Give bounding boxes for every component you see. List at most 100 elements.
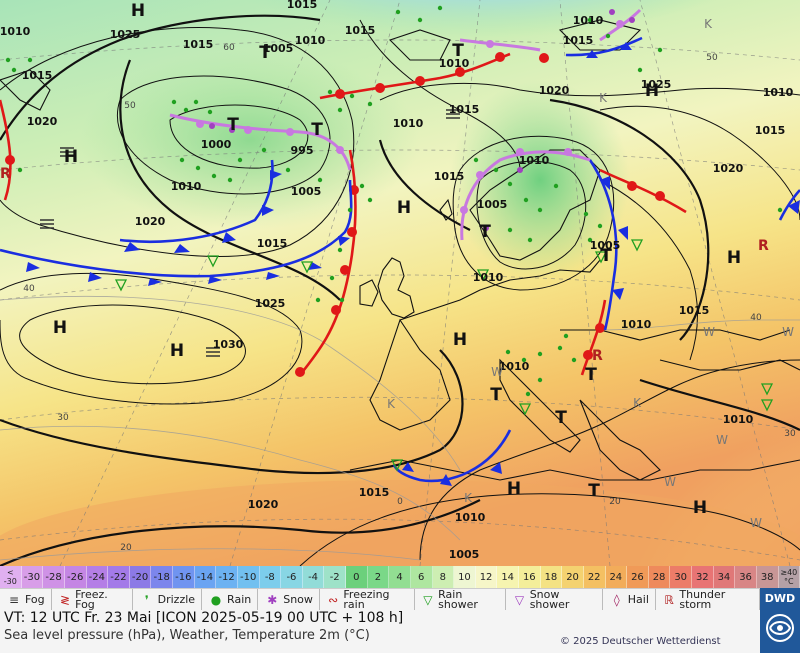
temperature-scale-cell: 24: [605, 566, 628, 588]
temperature-scale-cell: -2: [324, 566, 346, 588]
temperature-scale-cell: 22: [583, 566, 606, 588]
warm-front-bumps: [5, 52, 665, 377]
legend-item-fog: ≡ Fog: [0, 589, 52, 611]
temperature-scale-cell: 34: [713, 566, 736, 588]
isobar-label: 1010: [171, 180, 202, 193]
isobar-label: 1015: [449, 103, 480, 116]
freezing-rain-icon: ∾: [328, 593, 339, 607]
coastlines: [0, 19, 800, 481]
temperature-scale-cell: 10: [454, 566, 476, 588]
fog-symbols: [40, 109, 460, 357]
isotherm-label: 40: [750, 313, 762, 323]
isobar-label: 1015: [679, 304, 710, 317]
isobar-label: 1010: [723, 413, 754, 426]
isobar-label: 1020: [248, 498, 279, 511]
isobar-label: 1010: [573, 14, 604, 27]
isobar-label: 1020: [713, 162, 744, 175]
temperature-scale-cell: -8: [259, 566, 282, 588]
temperature-scale-cell: ≥40 °C: [778, 566, 800, 588]
rain-shower-symbols: [114, 239, 774, 472]
low-pressure-label: T: [588, 481, 600, 501]
isobar-label: 1000: [201, 138, 232, 151]
legend-item-rain-shower: ▽ Rain shower: [415, 589, 507, 611]
warm-air-south: [0, 480, 800, 566]
isobar-label: 1005: [449, 548, 480, 561]
dwd-logo: DWD: [760, 588, 800, 653]
temperature-scale-cell: -30: [21, 566, 44, 588]
legend-label: Snow: [283, 593, 313, 606]
graticule: [0, 0, 800, 566]
cold-air-atlantic: [80, 50, 420, 230]
thermal-label: K: [704, 17, 713, 31]
rain-icon: ●: [210, 593, 222, 607]
isobar-label: 1005: [590, 239, 621, 252]
cold-fronts: [0, 36, 800, 483]
temperature-scale-cell: -28: [43, 566, 65, 588]
temperature-scale-cell: 4: [389, 566, 411, 588]
temperature-scale-cell: -24: [86, 566, 109, 588]
legend-label: Thunder storm: [679, 588, 726, 611]
isotherms: [0, 296, 800, 561]
isobar-label: 1010: [473, 271, 504, 284]
isobar-label: 1005: [477, 198, 508, 211]
temperature-scale-cell: 30: [670, 566, 692, 588]
low-pressure-label: T: [479, 222, 491, 242]
temperature-scale-cell: -10: [237, 566, 260, 588]
isobar-label: 1010: [519, 154, 550, 167]
isobar-label: 1025: [110, 28, 141, 41]
legend-item-freezing-rain: ∾ Freezing rain: [320, 589, 415, 611]
low-pressure-label: T: [259, 43, 271, 63]
low-pressure-label: T: [555, 408, 567, 428]
temperature-scale-cell: 6: [410, 566, 433, 588]
high-pressure-label: H: [131, 1, 145, 21]
isobar-label: 1010: [393, 117, 424, 130]
svg-text:R: R: [592, 348, 603, 364]
cold-front-triangles: [26, 42, 800, 486]
isobar-label: 1010: [621, 318, 652, 331]
legend-label: Drizzle: [157, 593, 196, 606]
thermal-label: K: [633, 396, 642, 410]
isotherm-label: 0: [397, 497, 403, 507]
high-pressure-label: H: [453, 330, 467, 350]
isobar-label: 1015: [563, 34, 594, 47]
isobar-label: 1010: [499, 360, 530, 373]
isobar-label: 1030: [213, 338, 244, 351]
thermal-label: K: [464, 491, 473, 505]
legend-label: Freez. Fog: [75, 588, 108, 611]
snow-icon: ✱: [267, 593, 278, 607]
low-pressure-label: T: [227, 115, 239, 135]
thermal-label: W: [703, 325, 715, 339]
low-pressure-label: T: [600, 246, 612, 266]
temperature-scale-cell: -22: [108, 566, 130, 588]
drizzle-icon: ❜: [144, 593, 149, 607]
temperature-scale-cell: 20: [562, 566, 584, 588]
temperature-scale-cell: -6: [281, 566, 303, 588]
thunderstorm-icon: ℝ: [664, 593, 674, 607]
dwd-logo-icon: [766, 614, 794, 642]
snow-shower-icon: ▽: [514, 593, 525, 607]
isobar-labels: 1010 1025 1015 1005 1010 1015 1015 1010 1015 1010…: [0, 0, 794, 561]
isotherm-label: 30: [57, 413, 69, 423]
isobar-label: 1010: [763, 86, 794, 99]
high-pressure-label: H: [727, 248, 741, 268]
temperature-scale-cell: -20: [129, 566, 152, 588]
thermal-label: W: [664, 475, 676, 489]
thermal-label: W: [716, 433, 728, 447]
thermal-label: W: [750, 516, 762, 530]
isobar-label: 1010: [439, 57, 470, 70]
thermal-label: K: [387, 397, 396, 411]
temperature-scale-cell: 14: [497, 566, 519, 588]
copyright: © 2025 Deutscher Wetterdienst: [560, 636, 721, 647]
weather-map: RRR 1010 1025 1015 1005 1010 1015 1015 1010 1015…: [0, 0, 800, 566]
thermal-labels: K K K K K W W W W W W: [387, 17, 794, 530]
isobar-label: 1015: [257, 237, 288, 250]
occluded-front-marks: [196, 20, 624, 214]
map-description: Sea level pressure (hPa), Weather, Tempe…: [4, 628, 370, 643]
thunderstorm-symbols: R R R: [0, 166, 769, 364]
isobar-label: 1020: [539, 84, 570, 97]
temperature-scale-cell: 28: [648, 566, 671, 588]
temperature-scale-cell: -14: [194, 566, 217, 588]
low-pressure-label: T: [490, 385, 502, 405]
map-info: VT: 12 UTC Fr. 23 Mai [ICON 2025-05-19 0…: [0, 610, 760, 653]
legend-label: Fog: [25, 593, 45, 606]
